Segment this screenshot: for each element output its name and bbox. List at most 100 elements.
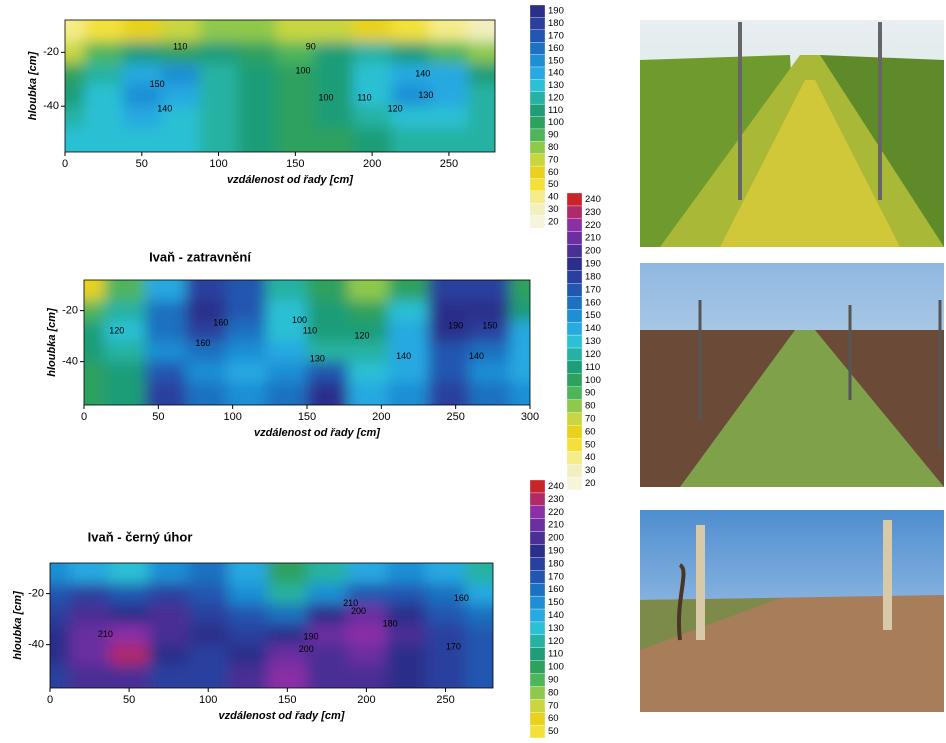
colorbar-cell (567, 387, 582, 400)
colorbar-cell (530, 5, 545, 17)
colorbar-label: 230 (585, 207, 601, 218)
field-cell (188, 645, 229, 666)
colorbar-cell (567, 438, 582, 451)
contour-label: 210 (98, 629, 113, 639)
field-cell (145, 341, 187, 362)
field-cell (386, 645, 427, 666)
field-cell (226, 321, 267, 342)
field-cell (70, 645, 111, 666)
field-cell (199, 85, 238, 108)
contour-label: 90 (306, 41, 316, 51)
field-cell (145, 382, 187, 431)
colorbar-label: 240 (585, 194, 601, 205)
field-cell (468, 106, 527, 129)
field-cell (54, 382, 105, 431)
field-cell (391, 0, 430, 43)
field-cell (109, 583, 150, 604)
field-cell (268, 537, 309, 584)
x-tick-label: 100 (209, 158, 227, 170)
field-cell (34, 0, 85, 43)
field-cell (276, 106, 315, 129)
colorbar-cell (530, 557, 545, 570)
field-cell (353, 0, 392, 43)
y-tick-label: -20 (62, 305, 78, 317)
field-cell (276, 85, 315, 108)
y-axis-label: hloubka [cm] (27, 51, 39, 120)
contour-label: 140 (469, 351, 484, 361)
x-tick-label: 50 (152, 411, 164, 423)
field-cell (266, 362, 308, 383)
colorbar-cell (530, 203, 545, 215)
field-cell (70, 604, 111, 625)
field-cell (226, 362, 267, 383)
colorbar-cell (530, 141, 545, 153)
y-axis-label: hloubka [cm] (12, 591, 24, 660)
field-cell (307, 300, 349, 321)
field-cell (145, 321, 187, 342)
field-cell (465, 665, 525, 714)
chart-title: Ivaň - černý úhor (88, 529, 193, 544)
y-tick-label: -40 (28, 639, 44, 651)
field-cell (468, 85, 527, 108)
colorbar-cell (567, 219, 582, 232)
contour-label: 120 (109, 325, 124, 335)
field-cell (428, 300, 470, 321)
colorbar-cell (530, 216, 545, 228)
colorbar-cell (530, 79, 545, 91)
field-cell (149, 604, 190, 625)
colorbar-cell (567, 464, 582, 477)
x-tick-label: 50 (123, 694, 135, 706)
colorbar-label: 30 (585, 465, 596, 476)
field-cell (388, 300, 429, 321)
field-cell (34, 106, 85, 129)
photo-vineyard-grass (640, 263, 944, 487)
field-cell (226, 341, 267, 362)
field-cell (34, 85, 85, 108)
colorbar-cell (530, 570, 545, 583)
field-cell (465, 645, 525, 666)
field-cell (18, 645, 70, 666)
colorbar-cell (530, 92, 545, 104)
colorbar-cell (567, 451, 582, 464)
field-cell (268, 604, 309, 625)
colorbar-label: 50 (585, 439, 596, 450)
field-cell (238, 42, 277, 65)
colorbar-cell (530, 712, 545, 725)
field-cell (388, 362, 429, 383)
colorbar-cell (530, 480, 545, 493)
x-tick-label: 250 (440, 158, 458, 170)
field-cell (386, 665, 427, 714)
field-cell (465, 537, 525, 584)
field-cell (109, 645, 150, 666)
contour-label: 100 (319, 92, 334, 102)
colorbar-label: 140 (548, 610, 564, 621)
contour-label: 130 (418, 90, 433, 100)
field-cell (34, 128, 85, 180)
field-cell (353, 128, 392, 180)
contour-label: 140 (157, 103, 172, 113)
y-tick-label: -20 (28, 588, 44, 600)
field-cell (18, 583, 70, 604)
contour-label: 110 (303, 325, 317, 335)
colorbar-cell (567, 245, 582, 258)
field-cell (186, 382, 227, 431)
field-cell (226, 300, 267, 321)
field-cell (469, 300, 511, 321)
colorbar-label: 190 (548, 6, 564, 17)
x-tick-label: 250 (436, 694, 454, 706)
field-cell (104, 382, 146, 431)
field-cell (238, 106, 277, 129)
colorbar-label: 170 (585, 284, 601, 295)
field-cell (388, 382, 429, 431)
field-cell (276, 0, 315, 43)
x-tick-label: 200 (372, 411, 390, 423)
field-cell (388, 321, 429, 342)
colorbar-label: 150 (585, 310, 601, 321)
field-cell (426, 537, 467, 584)
field-cell (428, 254, 470, 301)
x-tick-label: 150 (278, 694, 296, 706)
colorbar-cell (567, 413, 582, 426)
field-cell (18, 537, 70, 584)
x-axis-label: vzdálenost od řady [cm] (254, 427, 380, 439)
